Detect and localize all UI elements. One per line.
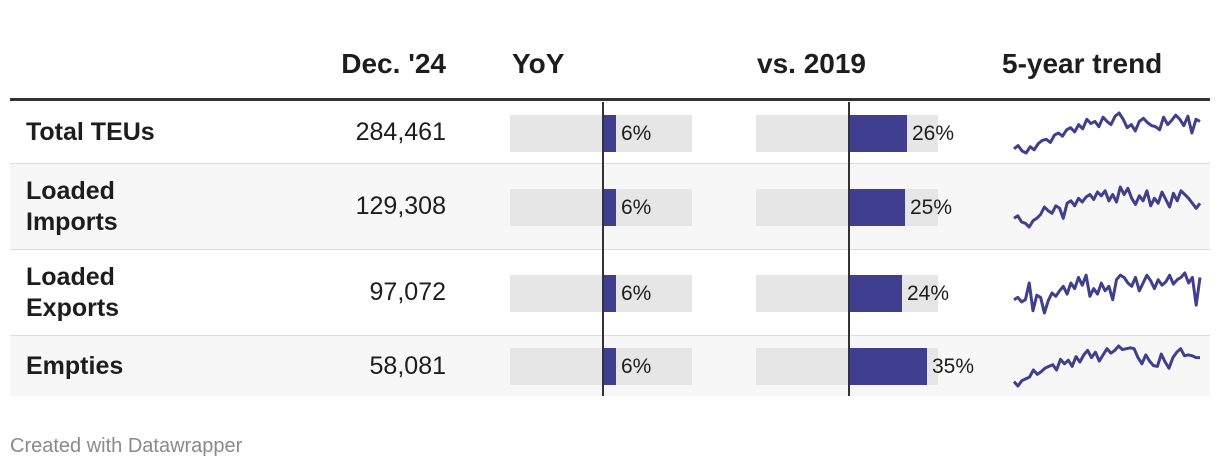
trend-sparkline <box>1013 271 1202 315</box>
vs-2019-value-label: 35% <box>932 355 975 378</box>
vs-2019-value-label: 26% <box>912 122 955 145</box>
vs-2019-bar-track <box>756 275 938 312</box>
yoy-value-label: 6% <box>621 355 652 378</box>
yoy-bar-track <box>510 275 692 312</box>
trend-sparkline <box>1013 111 1201 155</box>
yoy-bar-track <box>510 348 692 385</box>
footer-credit: Created with Datawrapper <box>10 435 243 457</box>
vs-2019-bar <box>849 275 902 312</box>
yoy-bar <box>603 275 616 312</box>
yoy-bar-track <box>510 115 692 152</box>
row-value: 58,081 <box>369 351 446 380</box>
vs-2019-value-label: 24% <box>907 282 950 305</box>
row-value: 129,308 <box>355 192 446 220</box>
table-row: Empties 58,081 6% 35% <box>10 336 1210 396</box>
trend-line <box>1013 271 1202 315</box>
row-value: 97,072 <box>369 278 446 306</box>
vs-2019-bar <box>849 348 927 385</box>
header-rule <box>10 98 1210 101</box>
yoy-bar <box>603 348 616 385</box>
yoy-value-label: 6% <box>621 282 652 305</box>
row-label: Total TEUs <box>26 118 155 146</box>
header-vs-2019: vs. 2019 <box>757 48 866 79</box>
yoy-bar-track <box>510 189 692 226</box>
row-label: Empties <box>26 351 124 380</box>
vs-2019-bar-track <box>756 189 938 226</box>
vs-2019-bar <box>849 189 905 226</box>
yoy-value-label: 6% <box>621 122 652 145</box>
vs-2019-bar <box>849 115 907 152</box>
yoy-value-label: 6% <box>621 196 652 219</box>
trend-sparkline <box>1013 185 1202 229</box>
trend-line <box>1013 111 1201 155</box>
table-row: Loaded Imports 129,308 6% 25% <box>10 164 1210 250</box>
header-yoy: YoY <box>512 48 565 79</box>
header-5-year-trend: 5-year trend <box>1002 48 1163 79</box>
header-dec-24: Dec. '24 <box>341 48 446 79</box>
table-row: Total TEUs 284,461 6% 26% <box>10 102 1210 164</box>
yoy-zero-axis <box>602 102 604 396</box>
yoy-bar <box>603 115 616 152</box>
yoy-bar <box>603 189 616 226</box>
trend-line <box>1012 344 1200 388</box>
row-label: Loaded Imports <box>26 176 118 236</box>
table-row: Loaded Exports 97,072 6% 24% <box>10 250 1210 336</box>
trend-line <box>1013 185 1202 229</box>
vs-2019-value-label: 25% <box>910 196 953 219</box>
trend-sparkline <box>1012 344 1200 388</box>
vs-2019-zero-axis <box>848 102 850 396</box>
row-label: Loaded Exports <box>26 262 120 322</box>
vs-2019-bar-track <box>756 115 938 152</box>
row-value: 284,461 <box>355 118 446 146</box>
